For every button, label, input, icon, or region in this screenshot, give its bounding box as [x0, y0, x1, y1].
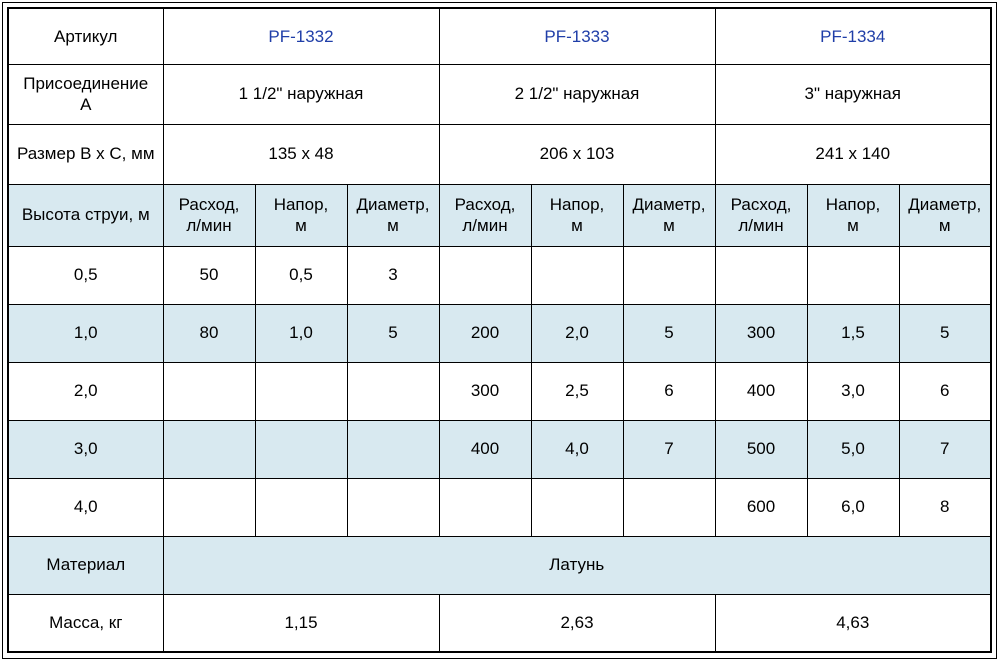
size-row: Размер B x C, мм 135 x 48 206 x 103 241 … [7, 123, 992, 185]
table-cell [346, 361, 440, 421]
jet-height-label: Высота струи, м [7, 183, 164, 247]
table-cell: 200 [438, 303, 532, 363]
data-row-2-0: 2,0 300 2,5 6 400 3,0 6 [7, 361, 992, 421]
articul-label: Артикул [7, 7, 164, 65]
connection-value-3: 3" наружная [714, 63, 992, 125]
product-spec-table: Артикул PF-1332 PF-1333 PF-1334 Присоеди… [7, 7, 992, 653]
table-cell [346, 419, 440, 479]
table-cell: 8 [898, 477, 992, 537]
table-cell [622, 245, 716, 305]
table-cell [254, 361, 348, 421]
subheader-head-1: Напор, м [254, 183, 348, 247]
table-cell: 6,0 [806, 477, 900, 537]
jet-height-value: 1,0 [7, 303, 164, 363]
table-cell: 2,0 [530, 303, 624, 363]
table-cell [438, 477, 532, 537]
table-cell: 7 [898, 419, 992, 479]
table-cell: 3,0 [806, 361, 900, 421]
table-cell: 600 [714, 477, 808, 537]
table-cell [254, 419, 348, 479]
subheader-diameter-1: Диаметр, м [346, 183, 440, 247]
size-label: Размер B x C, мм [7, 123, 164, 185]
table-cell: 1,0 [254, 303, 348, 363]
table-cell: 5 [622, 303, 716, 363]
table-cell: 300 [714, 303, 808, 363]
table-cell [162, 361, 256, 421]
subheader-head-2: Напор, м [530, 183, 624, 247]
connection-value-1: 1 1/2" наружная [162, 63, 440, 125]
jet-height-value: 4,0 [7, 477, 164, 537]
mass-row: Масса, кг 1,15 2,63 4,63 [7, 593, 992, 653]
articul-row: Артикул PF-1332 PF-1333 PF-1334 [7, 7, 992, 65]
table-cell [806, 245, 900, 305]
mass-value-pf1332: 1,15 [162, 593, 440, 653]
data-row-3-0: 3,0 400 4,0 7 500 5,0 7 [7, 419, 992, 479]
table-cell [530, 245, 624, 305]
connection-row: Присоединение А 1 1/2" наружная 2 1/2" н… [7, 63, 992, 125]
jet-height-value: 3,0 [7, 419, 164, 479]
size-value-1: 135 x 48 [162, 123, 440, 185]
table-cell: 500 [714, 419, 808, 479]
articul-value-pf1332: PF-1332 [162, 7, 440, 65]
table-cell: 7 [622, 419, 716, 479]
material-value: Латунь [162, 535, 992, 595]
table-cell [254, 477, 348, 537]
size-value-3: 241 x 140 [714, 123, 992, 185]
subheader-flow-1: Расход, л/мин [162, 183, 256, 247]
data-row-1-0: 1,0 80 1,0 5 200 2,0 5 300 1,5 5 [7, 303, 992, 363]
data-row-4-0: 4,0 600 6,0 8 [7, 477, 992, 537]
mass-value-pf1334: 4,63 [714, 593, 992, 653]
table-cell [714, 245, 808, 305]
articul-value-pf1334: PF-1334 [714, 7, 992, 65]
mass-value-pf1333: 2,63 [438, 593, 716, 653]
connection-label: Присоединение А [7, 63, 164, 125]
subheader-flow-3: Расход, л/мин [714, 183, 808, 247]
subheader-diameter-2: Диаметр, м [622, 183, 716, 247]
data-row-0-5: 0,5 50 0,5 3 [7, 245, 992, 305]
mass-label: Масса, кг [7, 593, 164, 653]
table-cell [346, 477, 440, 537]
jet-height-value: 2,0 [7, 361, 164, 421]
subheader-diameter-3: Диаметр, м [898, 183, 992, 247]
table-cell [530, 477, 624, 537]
table-cell: 5 [346, 303, 440, 363]
table-cell: 6 [898, 361, 992, 421]
table-cell: 1,5 [806, 303, 900, 363]
table-cell: 400 [438, 419, 532, 479]
table-cell: 6 [622, 361, 716, 421]
table-cell [622, 477, 716, 537]
table-cell: 5 [898, 303, 992, 363]
table-cell [162, 477, 256, 537]
table-cell: 2,5 [530, 361, 624, 421]
table-cell: 80 [162, 303, 256, 363]
table-cell: 4,0 [530, 419, 624, 479]
table-cell [438, 245, 532, 305]
table-cell: 3 [346, 245, 440, 305]
material-label: Материал [7, 535, 164, 595]
subheader-head-3: Напор, м [806, 183, 900, 247]
articul-value-pf1333: PF-1333 [438, 7, 716, 65]
table-cell: 400 [714, 361, 808, 421]
material-row: Материал Латунь [7, 535, 992, 595]
jet-height-value: 0,5 [7, 245, 164, 305]
connection-value-2: 2 1/2" наружная [438, 63, 716, 125]
table-cell: 50 [162, 245, 256, 305]
table-cell [162, 419, 256, 479]
table-cell [898, 245, 992, 305]
size-value-2: 206 x 103 [438, 123, 716, 185]
subheader-flow-2: Расход, л/мин [438, 183, 532, 247]
jet-header-row: Высота струи, м Расход, л/мин Напор, м Д… [7, 183, 992, 247]
table-cell: 0,5 [254, 245, 348, 305]
table-cell: 5,0 [806, 419, 900, 479]
table-cell: 300 [438, 361, 532, 421]
